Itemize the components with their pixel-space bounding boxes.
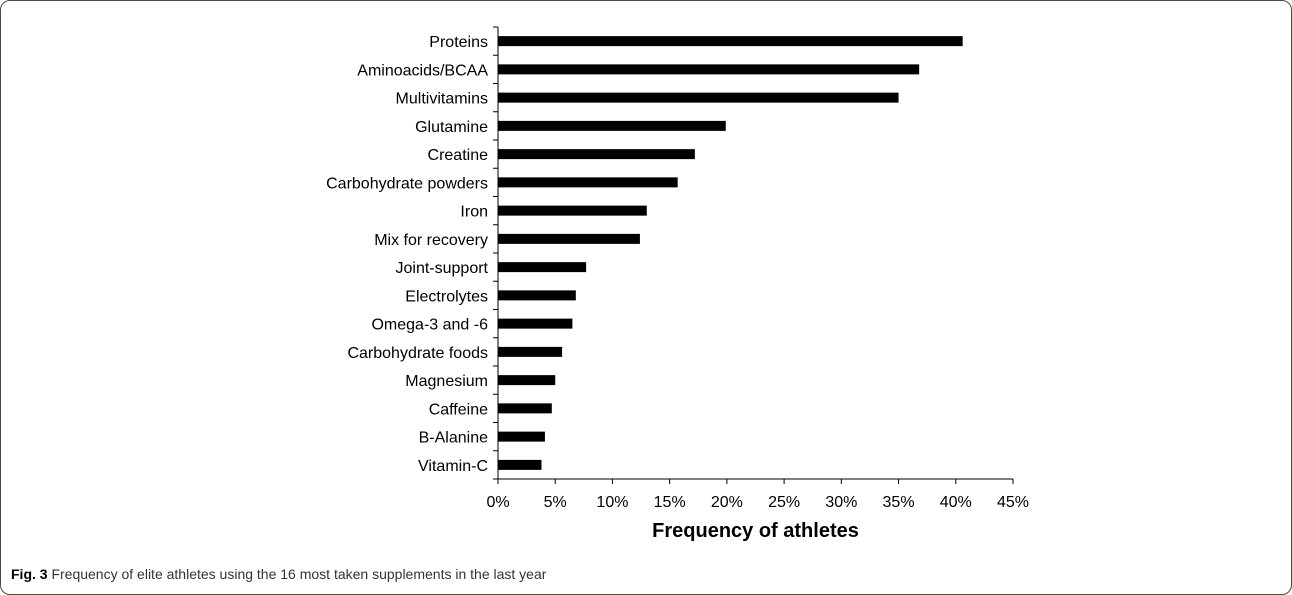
bar [498, 318, 573, 329]
category-label: Multivitamins [396, 91, 488, 108]
x-tick-label: 25% [768, 494, 800, 511]
bar [498, 459, 542, 470]
bar [498, 36, 963, 47]
category-label: Iron [460, 204, 488, 221]
x-axis-title: Frequency of athletes [652, 520, 859, 542]
category-label: Carbohydrate powders [326, 175, 488, 192]
category-label: Caffeine [429, 401, 488, 418]
bar [498, 120, 726, 131]
category-labels: Proteins Aminoacids/BCAA Multivitamins Glut… [326, 34, 488, 475]
x-tick-labels: 0% 5% 10% 15% 20% 25% 30% 35% 40% 45% [486, 494, 1029, 511]
category-label: Electrolytes [405, 288, 488, 305]
bar [498, 177, 678, 188]
bar [498, 205, 647, 216]
bar [498, 149, 695, 160]
figure-caption: Fig. 3 Frequency of elite athletes using… [11, 566, 546, 582]
bar [498, 64, 920, 75]
bar [498, 233, 640, 244]
x-tick-label: 10% [596, 494, 628, 511]
x-tick-label: 40% [940, 494, 972, 511]
bars-layer [498, 36, 963, 470]
x-tick-label: 30% [825, 494, 857, 511]
category-label: Magnesium [405, 373, 488, 390]
category-label: Glutamine [415, 119, 488, 136]
x-tick-label: 35% [883, 494, 915, 511]
bar [498, 92, 899, 103]
category-label: Mix for recovery [374, 232, 488, 249]
x-tick-label: 15% [654, 494, 686, 511]
category-label: B-Alanine [419, 430, 488, 447]
bar [498, 403, 552, 414]
bar [498, 431, 545, 442]
category-label: Carbohydrate foods [347, 345, 488, 362]
bar [498, 290, 576, 301]
caption-text: Frequency of elite athletes using the 16… [47, 566, 547, 582]
x-tick-label: 45% [997, 494, 1029, 511]
bar [498, 375, 556, 386]
x-tick-label: 20% [711, 494, 743, 511]
x-tick-label: 0% [486, 494, 509, 511]
category-label: Proteins [429, 34, 488, 51]
x-tick-label: 5% [544, 494, 567, 511]
category-label: Aminoacids/BCAA [357, 62, 488, 79]
bar [498, 346, 563, 357]
category-label: Omega-3 and -6 [371, 317, 488, 334]
category-label: Vitamin-C [418, 458, 488, 475]
category-label: Joint-support [396, 260, 489, 277]
caption-label: Fig. 3 [11, 566, 48, 582]
category-label: Creatine [428, 147, 489, 164]
bar [498, 262, 587, 273]
